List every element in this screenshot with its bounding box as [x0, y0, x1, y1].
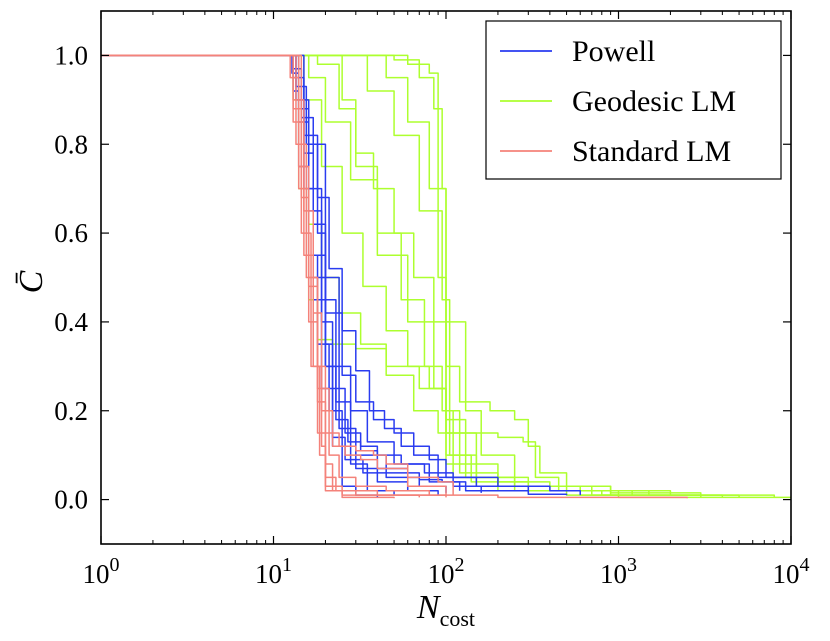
x-axis-label: Ncost [416, 589, 475, 631]
x-axis-label-subscript: cost [440, 606, 475, 631]
x-tick-label: 102 [428, 554, 465, 589]
tick-layer: 100 101 102 103 104 0.0 0.2 0.4 0.6 0.8 1.0 [54, 11, 810, 589]
y-tick-label: 0.4 [54, 307, 88, 337]
legend-label: Standard LM [572, 135, 731, 168]
legend-label: Powell [572, 35, 655, 68]
y-tick-label: 0.2 [54, 396, 88, 426]
x-tick-label: 103 [600, 554, 637, 589]
legend-entry: Standard LM [500, 135, 731, 168]
x-tick-label: 101 [255, 554, 292, 589]
series-line [101, 54, 620, 496]
legend-box [485, 20, 782, 180]
series-line [101, 54, 431, 496]
y-tick-label: 0.6 [54, 218, 88, 248]
series-line [101, 54, 530, 493]
legend-entry: Powell [500, 35, 655, 68]
series-layer [101, 54, 791, 499]
x-tick-label: 100 [83, 554, 120, 589]
series-line [101, 54, 447, 496]
series-line [101, 54, 409, 491]
series-line [101, 54, 650, 497]
legend-label: Geodesic LM [572, 85, 736, 118]
x-tick-label: 104 [773, 554, 810, 589]
series-line [101, 54, 672, 496]
series-line [101, 54, 482, 493]
y-tick-label: 0.8 [54, 129, 88, 159]
legend: Powell Geodesic LM Standard LM [485, 20, 782, 180]
y-axis-label: C̄ [13, 270, 50, 293]
series-standard-lm [101, 54, 688, 499]
y-tick-label: 1.0 [54, 40, 88, 70]
y-tick-label: 0.0 [54, 485, 88, 515]
legend-entry: Geodesic LM [500, 85, 736, 118]
x-axis-label-main: N [416, 589, 442, 626]
